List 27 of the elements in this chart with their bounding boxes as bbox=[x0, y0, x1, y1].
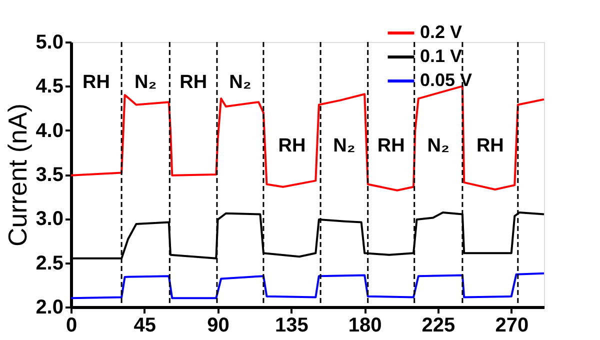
x-tick-label: 225 bbox=[422, 314, 456, 336]
y-tick-label: 5.0 bbox=[36, 32, 64, 54]
y-tick-label: 3.5 bbox=[36, 164, 64, 186]
x-tick-label: 135 bbox=[275, 314, 308, 336]
legend-label: 0.2 V bbox=[420, 22, 462, 42]
y-tick-label: 3.0 bbox=[36, 208, 64, 230]
annotation: N₂ bbox=[134, 72, 157, 93]
y-tick-label: 2.0 bbox=[36, 296, 64, 318]
x-tick-label: 270 bbox=[495, 314, 529, 336]
x-tick-label: 45 bbox=[134, 314, 156, 336]
annotation: N₂ bbox=[229, 72, 252, 93]
annotation: N₂ bbox=[427, 135, 450, 156]
line-series bbox=[70, 272, 545, 300]
annotation: N₂ bbox=[333, 135, 356, 156]
y-axis-title: Current (nA) bbox=[2, 103, 33, 247]
x-tick-label: 90 bbox=[207, 314, 230, 336]
legend-label: 0.1 V bbox=[420, 46, 462, 66]
y-tick-label: 2.5 bbox=[36, 252, 64, 274]
y-tick-label: 4.5 bbox=[36, 76, 64, 98]
annotation: RH bbox=[82, 72, 110, 93]
annotation: RH bbox=[180, 72, 208, 93]
x-tick-label: 180 bbox=[348, 314, 382, 336]
y-tick-label: 4.0 bbox=[36, 120, 64, 142]
x-tick-label: 0 bbox=[66, 314, 78, 336]
annotation: RH bbox=[476, 135, 504, 156]
annotation: RH bbox=[278, 135, 306, 156]
annotation: RH bbox=[377, 135, 405, 156]
